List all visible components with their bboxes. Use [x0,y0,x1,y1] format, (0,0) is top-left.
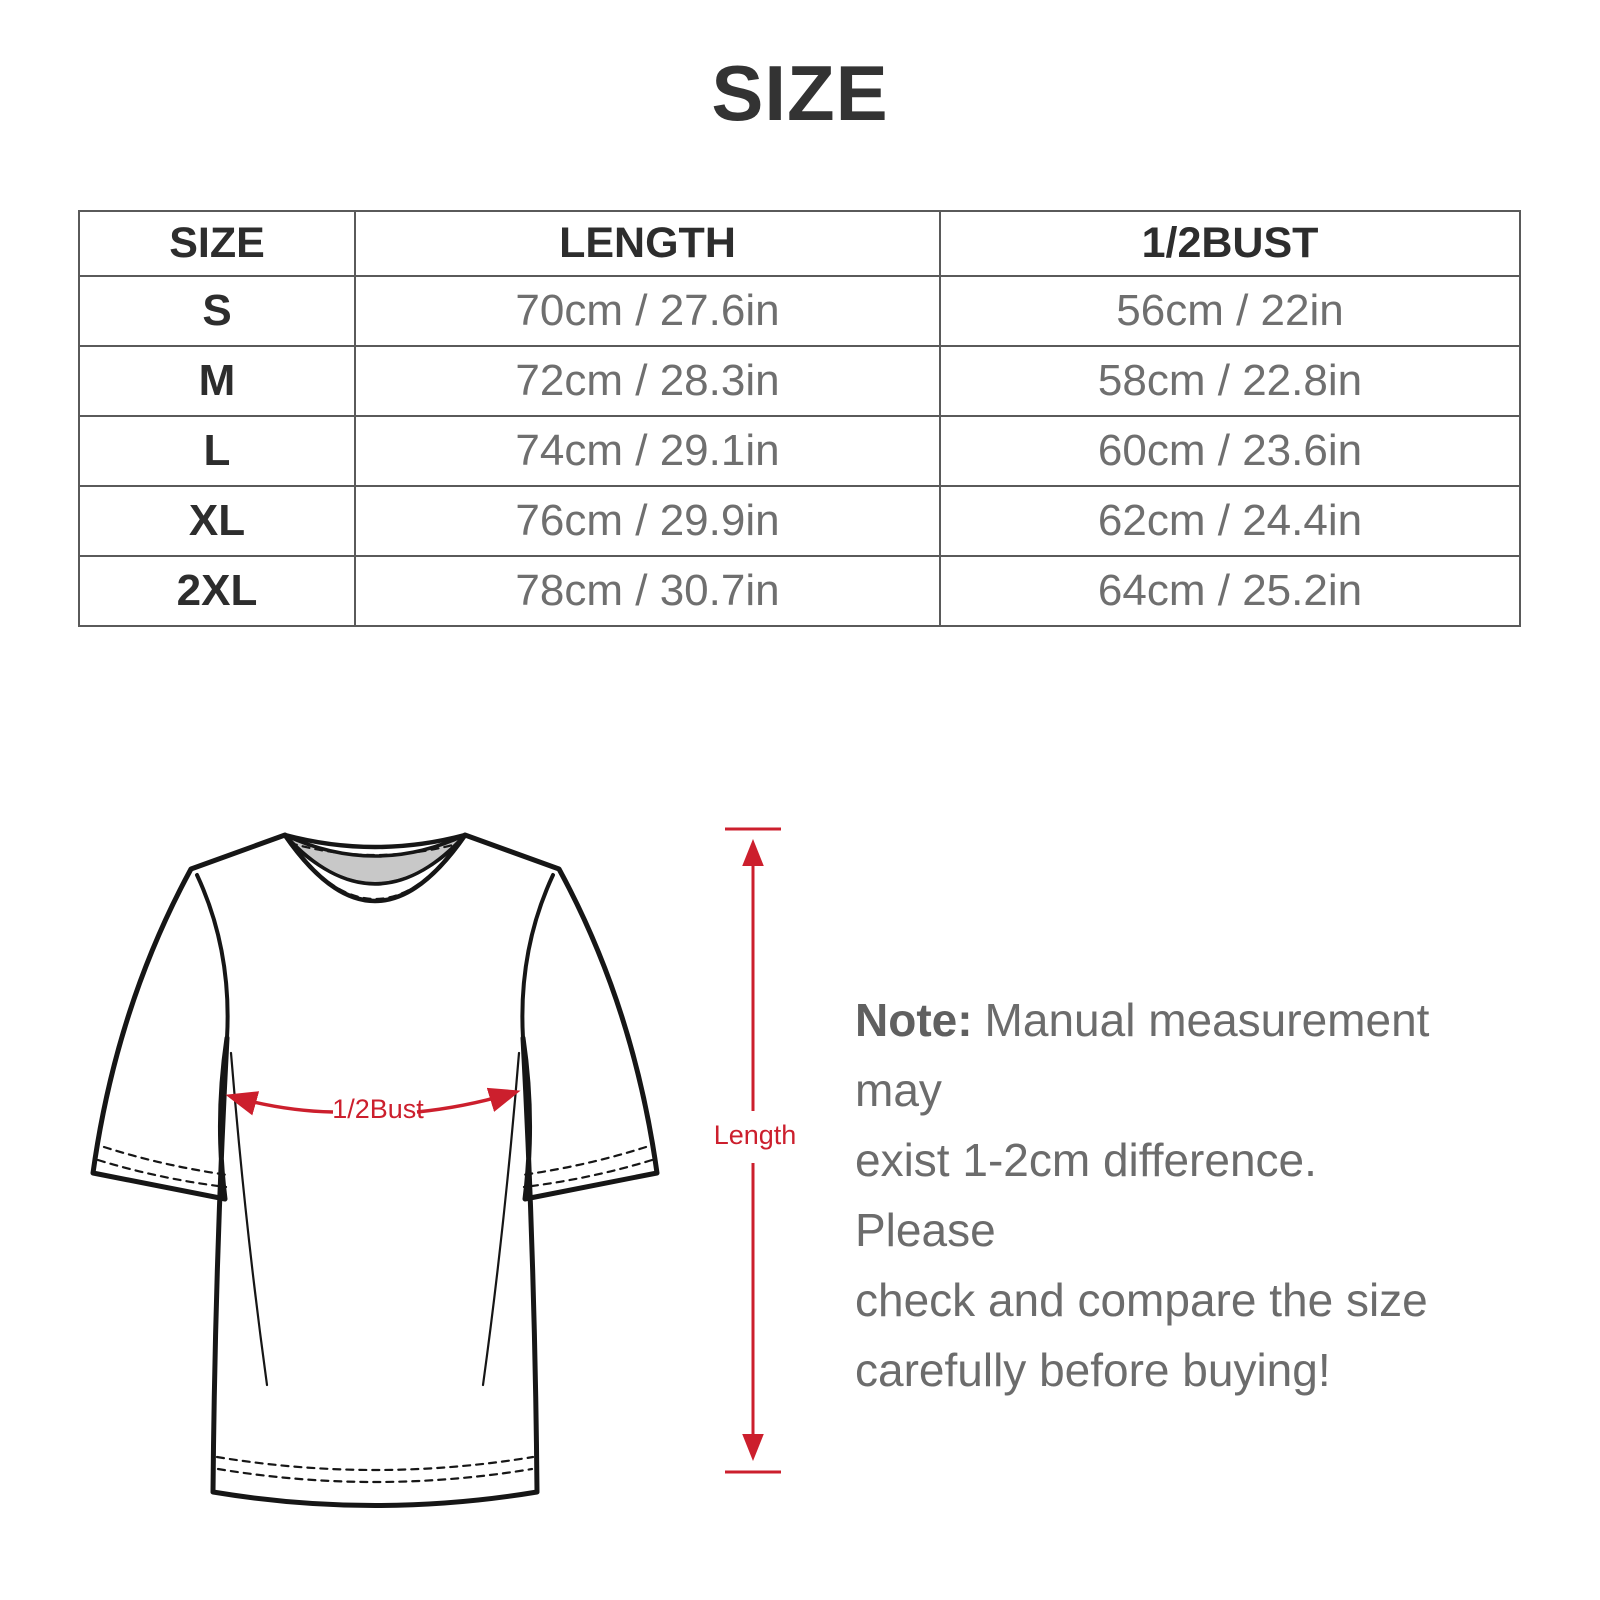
cell-size: M [78,345,356,417]
table-row: S 70cm / 27.6in 56cm / 22in [78,275,1521,347]
cell-size: XL [78,485,356,557]
length-measure-label: Length [713,1120,797,1150]
cell-length: 78cm / 30.7in [354,555,941,627]
note-text: Manual measurement may [855,994,1430,1116]
table-row: L 74cm / 29.1in 60cm / 23.6in [78,415,1521,487]
header-halfbust: 1/2BUST [939,210,1521,277]
table-row: M 72cm / 28.3in 58cm / 22.8in [78,345,1521,417]
cell-halfbust: 58cm / 22.8in [939,345,1521,417]
table-row: XL 76cm / 29.9in 62cm / 24.4in [78,485,1521,557]
bust-arrow-icon [225,1087,521,1116]
cell-size: S [78,275,356,347]
header-size: SIZE [78,210,356,277]
table-row: 2XL 78cm / 30.7in 64cm / 25.2in [78,555,1521,627]
note-line: exist 1-2cm difference. Please [855,1134,1317,1256]
tshirt-measurement-diagram [90,827,781,1508]
length-arrow-icon [725,827,781,1474]
cell-length: 76cm / 29.9in [354,485,941,557]
note-line: carefully before buying! [855,1344,1331,1396]
note-label: Note: [855,994,973,1046]
cell-length: 74cm / 29.1in [354,415,941,487]
page-title: SIZE [711,49,889,137]
cell-size: 2XL [78,555,356,627]
cell-halfbust: 60cm / 23.6in [939,415,1521,487]
cell-halfbust: 62cm / 24.4in [939,485,1521,557]
tshirt-outline-icon [90,832,660,1508]
measurement-note: Note: Manual measurement may exist 1-2cm … [855,985,1465,1405]
cell-length: 70cm / 27.6in [354,275,941,347]
note-line: check and compare the size [855,1274,1428,1326]
cell-length: 72cm / 28.3in [354,345,941,417]
cell-halfbust: 64cm / 25.2in [939,555,1521,627]
bust-measure-label: 1/2Bust [332,1094,424,1124]
header-length: LENGTH [354,210,941,277]
note-line: Note: Manual measurement may [855,985,1465,1125]
size-table: SIZE LENGTH 1/2BUST S 70cm / 27.6in 56cm… [78,210,1521,627]
cell-size: L [78,415,356,487]
cell-halfbust: 56cm / 22in [939,275,1521,347]
table-header-row: SIZE LENGTH 1/2BUST [78,210,1521,277]
